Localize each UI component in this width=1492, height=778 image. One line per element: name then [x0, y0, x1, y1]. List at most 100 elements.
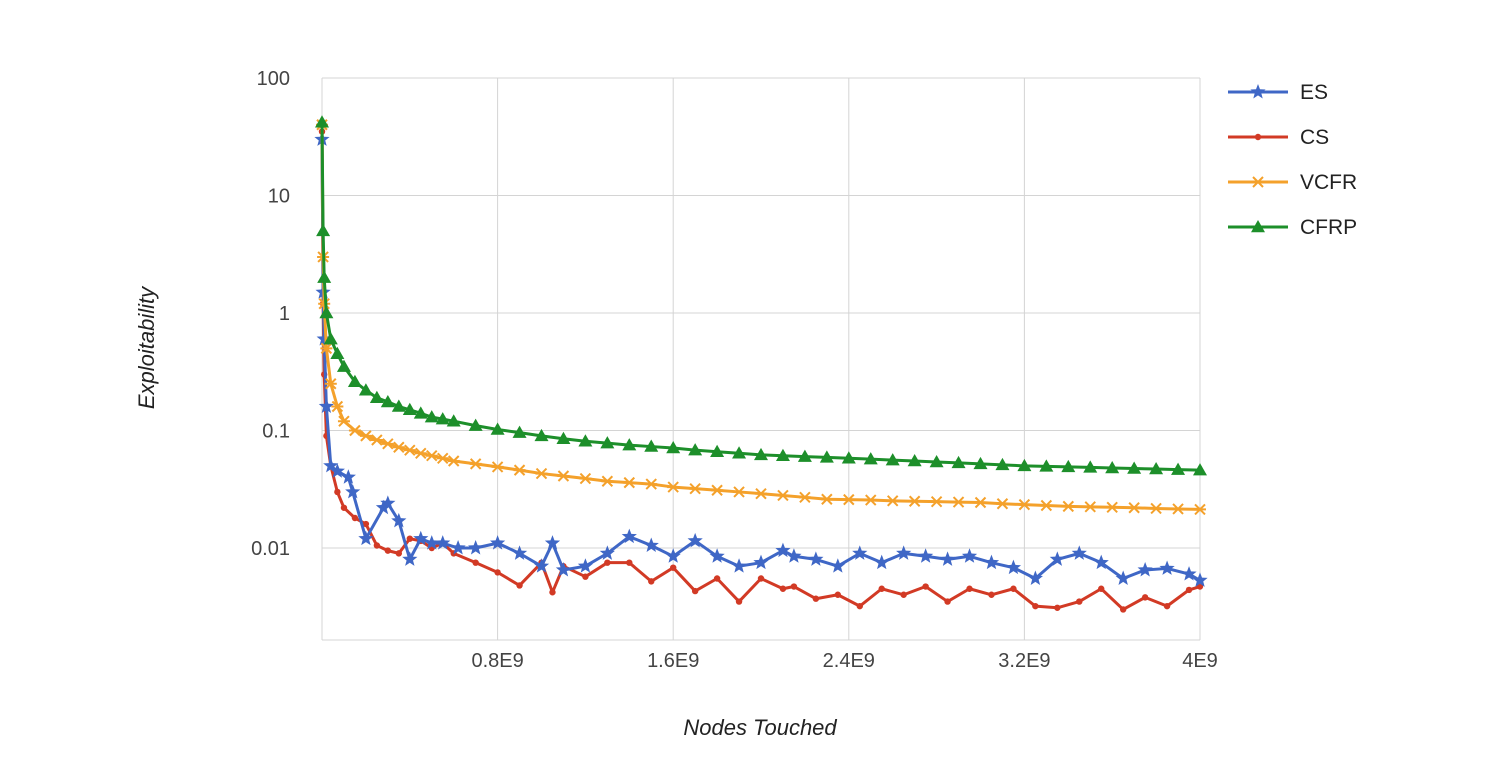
data-point-cfrp	[973, 456, 988, 470]
data-point-cfrp	[380, 394, 395, 408]
data-point-cfrp	[1171, 462, 1186, 475]
data-point-es	[358, 530, 374, 546]
data-point-cs	[395, 550, 403, 557]
data-point-vcfr	[513, 464, 526, 476]
data-point-cs	[582, 573, 589, 580]
data-point-es	[753, 554, 769, 570]
data-point-es	[687, 532, 703, 548]
series-cs	[318, 128, 1204, 613]
data-point-es	[375, 499, 392, 515]
data-point-cs	[626, 559, 633, 566]
data-point-cfrp	[929, 454, 944, 468]
data-point-cfrp	[951, 455, 966, 469]
data-point-vcfr	[623, 476, 636, 489]
data-point-cfrp	[1061, 459, 1076, 473]
data-point-cfrp	[347, 374, 362, 387]
data-point-es	[896, 545, 912, 560]
data-point-es	[621, 528, 637, 544]
data-point-es	[709, 548, 725, 563]
data-point-vcfr	[645, 478, 658, 490]
data-point-cfrp	[732, 446, 747, 459]
data-point-cs	[988, 591, 995, 598]
data-point-cs	[834, 591, 842, 598]
data-point-es	[555, 561, 572, 577]
data-point-vcfr	[447, 455, 460, 467]
x-tick-label: 3.2E9	[998, 650, 1050, 672]
x-tick-label: 2.4E9	[823, 650, 875, 672]
data-point-vcfr	[348, 424, 361, 437]
data-point-cs	[757, 575, 765, 582]
data-point-vcfr	[392, 441, 405, 453]
x-tick-label: 4E9	[1182, 650, 1218, 672]
data-point-es	[380, 495, 396, 510]
data-point-cs	[1098, 585, 1105, 592]
data-point-cfrp	[600, 436, 615, 449]
legend-label: CFRP	[1300, 216, 1357, 239]
y-tick-label: 100	[257, 68, 290, 90]
data-point-cs	[1076, 598, 1083, 605]
data-point-cfrp	[841, 451, 856, 464]
data-point-es	[1005, 559, 1022, 575]
data-point-vcfr	[1106, 501, 1119, 514]
data-point-vcfr	[1150, 502, 1163, 515]
data-point-vcfr	[425, 450, 438, 462]
data-point-vcfr	[842, 493, 855, 506]
data-point-cfrp	[819, 450, 834, 463]
data-point-cs	[351, 514, 359, 522]
data-point-vcfr	[1062, 500, 1075, 513]
data-point-vcfr	[318, 297, 331, 310]
data-point-vcfr	[1040, 499, 1053, 512]
data-point-es	[1027, 570, 1043, 585]
data-point-cs	[472, 559, 479, 566]
data-point-cfrp	[995, 457, 1010, 471]
data-point-cfrp	[317, 270, 332, 283]
data-point-vcfr	[974, 496, 987, 509]
data-point-es	[468, 540, 484, 555]
data-point-vcfr	[886, 495, 899, 507]
legend-item-es: ES	[1228, 81, 1328, 104]
data-point-vcfr	[414, 447, 427, 459]
data-point-cfrp	[1083, 460, 1098, 473]
data-point-cs	[790, 583, 798, 590]
data-point-vcfr	[776, 489, 789, 502]
data-point-vcfr	[798, 491, 811, 504]
data-point-es	[775, 542, 791, 558]
data-point-es	[1137, 561, 1153, 577]
data-point-vcfr	[381, 438, 394, 450]
data-point-es	[435, 535, 451, 550]
data-point-cfrp	[622, 438, 637, 451]
data-point-cfrp	[446, 414, 461, 427]
data-point-cs	[966, 585, 973, 592]
data-point-vcfr	[359, 430, 372, 442]
data-point-cfrp	[797, 449, 812, 462]
data-point-es	[786, 548, 802, 563]
series-cfrp	[315, 115, 1207, 476]
data-point-es	[731, 558, 747, 573]
data-point-cfrp	[369, 390, 384, 403]
data-point-cs	[1010, 585, 1017, 592]
data-point-es	[808, 551, 824, 566]
data-point-cs	[1032, 602, 1039, 610]
data-point-cs	[334, 488, 341, 496]
data-point-es	[1093, 554, 1109, 570]
series-vcfr	[316, 119, 1206, 516]
data-point-es	[323, 457, 339, 473]
data-point-vcfr	[908, 495, 921, 507]
legend-item-cs: CS	[1228, 126, 1329, 149]
legend-marker	[1251, 220, 1265, 233]
data-point-cfrp	[644, 439, 659, 452]
data-point-vcfr	[930, 495, 943, 508]
data-point-cfrp	[402, 402, 417, 416]
data-point-es	[1049, 551, 1065, 566]
data-point-cfrp	[1193, 463, 1207, 476]
data-point-vcfr	[864, 494, 877, 506]
data-point-vcfr	[996, 498, 1009, 510]
data-point-cs	[779, 585, 787, 592]
series-es	[314, 131, 1208, 587]
series-line-cs	[320, 131, 1201, 611]
data-point-es	[874, 554, 890, 570]
data-point-es	[983, 554, 1000, 570]
y-tick-label: 0.01	[251, 538, 290, 560]
data-point-cfrp	[336, 359, 351, 372]
